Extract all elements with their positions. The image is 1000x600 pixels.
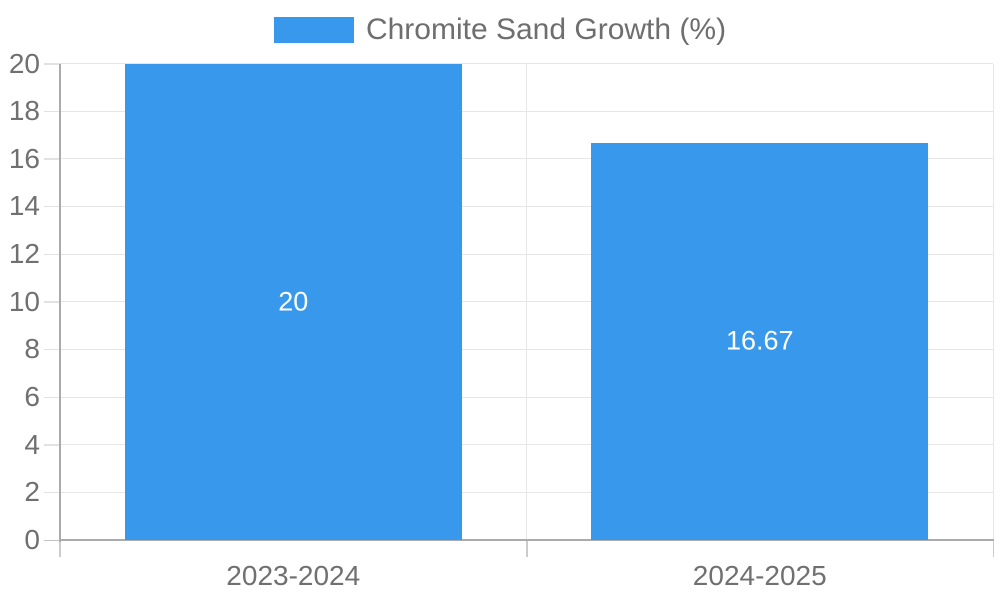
bar-2023-2024[interactable] [124,63,462,540]
y-axis-tick-label: 10 [8,285,40,317]
bar-2024-2025[interactable] [591,142,929,540]
y-axis-tick-mark [44,348,60,351]
y-axis-tick-label: 16 [8,142,40,174]
y-axis-tick-label: 6 [24,381,40,413]
gridline [992,63,994,540]
y-axis-tick-label: 20 [8,47,40,79]
y-axis-tick-mark [44,301,60,303]
x-axis-tick-label: 2024-2025 [692,560,827,591]
y-axis-line [59,63,61,542]
y-axis-tick-label: 8 [24,333,40,365]
y-axis-tick-label: 4 [24,428,40,460]
y-axis-tick-label: 2 [24,476,40,508]
x-axis-tick-mark [992,540,994,557]
y-axis-tick-mark [44,396,60,399]
bar-value-label: 16.67 [725,325,794,356]
y-axis-tick-mark [44,539,60,541]
y-axis-tick-label: 14 [8,190,40,222]
y-axis-tick-mark [44,444,60,446]
y-axis-tick-label: 0 [24,524,40,555]
x-axis-tick-mark [59,540,61,557]
x-axis-tick-mark [526,540,528,557]
y-axis-tick-mark [44,253,60,256]
x-axis-tick-label: 2023-2024 [226,560,361,591]
x-axis-line [59,539,994,541]
y-axis-tick-label: 12 [8,238,40,270]
y-axis-tick-label: 18 [8,95,40,127]
bar-value-label: 20 [278,286,309,317]
chart-legend[interactable]: Chromite Sand Growth (%) [0,10,1000,50]
legend-label: Chromite Sand Growth (%) [365,13,727,46]
gridline [526,63,527,540]
y-axis-tick-mark [44,205,60,208]
y-axis-tick-mark [44,63,60,65]
legend-swatch [273,17,354,43]
y-axis-tick-mark [44,110,60,113]
y-axis-tick-mark [44,158,60,160]
y-axis-tick-mark [44,491,60,494]
